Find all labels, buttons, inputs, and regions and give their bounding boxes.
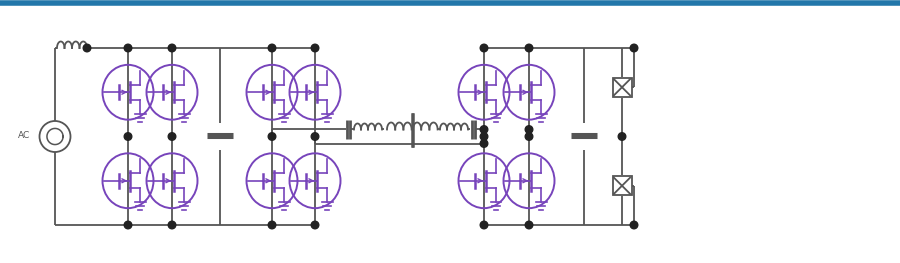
Circle shape: [618, 133, 626, 140]
Circle shape: [124, 44, 131, 52]
Circle shape: [168, 221, 176, 229]
Circle shape: [311, 44, 319, 52]
Circle shape: [311, 133, 319, 140]
Circle shape: [481, 44, 488, 52]
Text: AC: AC: [18, 132, 30, 140]
Circle shape: [268, 133, 275, 140]
Circle shape: [630, 44, 638, 52]
Circle shape: [124, 133, 131, 140]
Circle shape: [481, 126, 488, 133]
Circle shape: [481, 140, 488, 147]
Circle shape: [268, 44, 275, 52]
Circle shape: [124, 221, 131, 229]
Circle shape: [481, 133, 488, 140]
Circle shape: [526, 133, 533, 140]
Circle shape: [311, 221, 319, 229]
Circle shape: [168, 44, 176, 52]
Circle shape: [526, 126, 533, 133]
Circle shape: [268, 221, 275, 229]
Circle shape: [83, 44, 91, 52]
Circle shape: [526, 44, 533, 52]
Circle shape: [630, 221, 638, 229]
Circle shape: [481, 221, 488, 229]
Circle shape: [168, 133, 176, 140]
Circle shape: [526, 221, 533, 229]
